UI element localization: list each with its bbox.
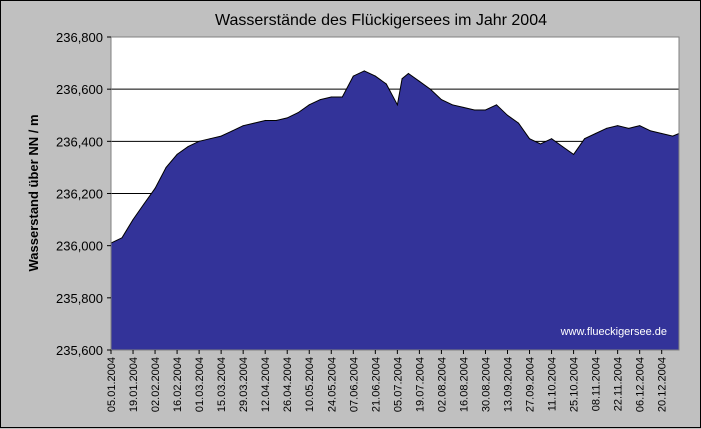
data-point: [132, 218, 134, 221]
x-tick-label: 22.11.2004: [613, 357, 625, 411]
data-point: [209, 138, 211, 140]
data-point: [484, 109, 487, 111]
x-tick-label: 25.10.2004: [569, 357, 581, 412]
data-point: [253, 122, 255, 124]
data-point: [385, 83, 387, 85]
y-tick-label: 236,800: [56, 30, 103, 45]
data-point: [220, 135, 222, 137]
data-point: [672, 135, 674, 137]
data-point: [231, 130, 233, 132]
data-point: [451, 104, 454, 106]
data-point: [374, 75, 376, 77]
x-tick-label: 02.02.2004: [150, 357, 162, 412]
y-tick-label: 235,600: [56, 343, 103, 358]
y-axis-label: Wasserstand über NN / m: [26, 114, 41, 271]
x-tick-label: 07.06.2004: [348, 357, 360, 412]
data-point: [473, 109, 476, 111]
data-point: [319, 99, 321, 101]
data-point: [650, 130, 652, 132]
data-point: [401, 78, 403, 80]
data-point: [595, 132, 597, 135]
x-tick-label: 26.04.2004: [282, 357, 294, 412]
x-tick-label: 11.10.2004: [547, 357, 559, 411]
data-point: [517, 122, 520, 124]
data-point: [143, 203, 145, 205]
data-point: [506, 114, 509, 116]
area-series: [110, 70, 680, 351]
y-tick-label: 236,200: [56, 187, 103, 202]
data-point: [341, 96, 343, 98]
watermark-text: www.flueckigersee.de: [560, 326, 667, 338]
y-tick-label: 236,400: [56, 134, 103, 149]
data-point: [154, 187, 156, 189]
x-tick-label: 20.12.2004: [657, 357, 669, 412]
data-point: [286, 117, 288, 119]
x-tick-label: 27.09.2004: [525, 357, 537, 412]
data-point: [198, 140, 200, 142]
data-point: [363, 70, 365, 72]
x-tick-label: 15.03.2004: [216, 357, 228, 412]
data-point: [550, 138, 553, 140]
x-tick-label: 30.08.2004: [480, 357, 492, 412]
data-point: [418, 80, 420, 82]
data-point: [462, 106, 465, 109]
data-point: [297, 112, 299, 114]
x-tick-label: 16.02.2004: [172, 357, 184, 412]
data-point: [121, 237, 123, 239]
data-point: [561, 145, 564, 148]
data-point: [330, 96, 332, 98]
data-point: [407, 72, 409, 75]
data-point: [275, 119, 277, 122]
x-tick-label: 10.05.2004: [304, 357, 316, 412]
y-tick-label: 236,600: [56, 82, 103, 97]
x-tick-label: 24.05.2004: [326, 357, 338, 412]
data-point: [187, 145, 189, 148]
data-point: [264, 119, 266, 122]
x-tick-label: 19.01.2004: [128, 357, 140, 412]
data-point: [528, 138, 531, 140]
data-point: [606, 127, 608, 129]
data-point: [308, 104, 310, 106]
x-tick-label: 21.06.2004: [370, 357, 382, 412]
data-point: [572, 153, 575, 155]
y-axis-ticks: 236,800 236,600 236,400 236,200 236,000 235,8…: [56, 30, 111, 358]
data-point: [639, 125, 641, 127]
data-point: [352, 75, 354, 77]
data-point: [628, 127, 630, 129]
x-tick-label: 19.07.2004: [414, 357, 426, 412]
data-point: [617, 125, 619, 127]
x-tick-label: 01.03.2004: [194, 357, 206, 412]
data-point: [583, 138, 586, 140]
data-point: [539, 143, 542, 145]
data-point: [440, 99, 443, 101]
data-point: [661, 132, 663, 135]
x-tick-label: 13.09.2004: [502, 357, 514, 412]
data-point: [429, 88, 432, 90]
y-tick-label: 236,000: [56, 239, 103, 254]
x-tick-label: 12.04.2004: [260, 357, 272, 412]
data-point: [165, 166, 167, 169]
x-tick-label: 16.08.2004: [458, 357, 470, 412]
x-tick-label: 08.11.2004: [591, 357, 603, 411]
data-point: [242, 125, 244, 127]
x-tick-label: 02.08.2004: [436, 357, 448, 412]
x-axis-ticks: 05.01.2004 19.01.2004 02.02.2004 16.02.2004…: [106, 350, 669, 412]
x-tick-label: 05.01.2004: [106, 357, 118, 412]
chart-title: Wasserstände des Flückigersees im Jahr 2…: [215, 12, 547, 29]
x-tick-label: 05.07.2004: [392, 357, 404, 412]
y-tick-label: 235,800: [56, 291, 103, 306]
data-point: [495, 104, 498, 106]
x-tick-label: 29.03.2004: [238, 357, 250, 412]
data-point: [176, 153, 178, 155]
x-tick-label: 06.12.2004: [635, 357, 647, 412]
data-point: [396, 104, 398, 106]
